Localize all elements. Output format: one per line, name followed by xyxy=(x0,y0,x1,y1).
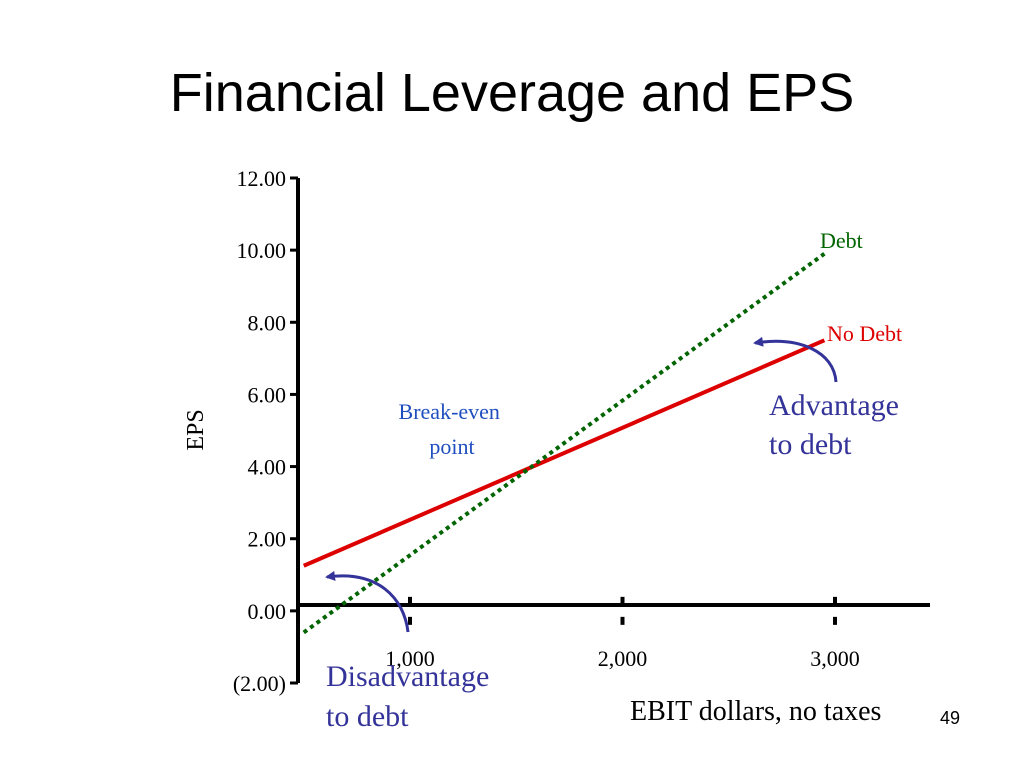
y-tick-label: 6.00 xyxy=(248,382,287,407)
page-number: 49 xyxy=(940,708,960,728)
y-tick-label: 0.00 xyxy=(248,599,287,624)
slide-title: Financial Leverage and EPS xyxy=(169,63,855,123)
series-label-debt: Debt xyxy=(820,228,863,253)
series-label-no-debt: No Debt xyxy=(827,321,902,346)
y-tick-label: 8.00 xyxy=(248,310,287,335)
series-line-no-debt xyxy=(302,338,826,568)
advantage-label: Advantage to debt xyxy=(769,389,906,461)
y-tick-label: 4.00 xyxy=(248,455,287,480)
x-axis-title: EBIT dollars, no taxes xyxy=(630,696,881,727)
x-tick-label: 2,000 xyxy=(598,646,648,671)
y-tick-label: 12.00 xyxy=(237,166,287,191)
y-tick-label: 10.00 xyxy=(237,238,287,263)
y-axis-title: EPS xyxy=(183,409,209,450)
advantage-arrow xyxy=(753,336,838,383)
disadvantage-arrow xyxy=(325,570,410,633)
y-tick-label: (2.00) xyxy=(233,671,286,696)
x-tick-label: 3,000 xyxy=(810,646,860,671)
x-tick-label: 1,000 xyxy=(385,646,435,671)
break-even-label: Break-even point xyxy=(399,399,506,459)
y-tick-label: 2.00 xyxy=(248,527,287,552)
series-line-debt xyxy=(302,252,826,635)
disadvantage-label: Disadvantage to debt xyxy=(326,660,497,733)
